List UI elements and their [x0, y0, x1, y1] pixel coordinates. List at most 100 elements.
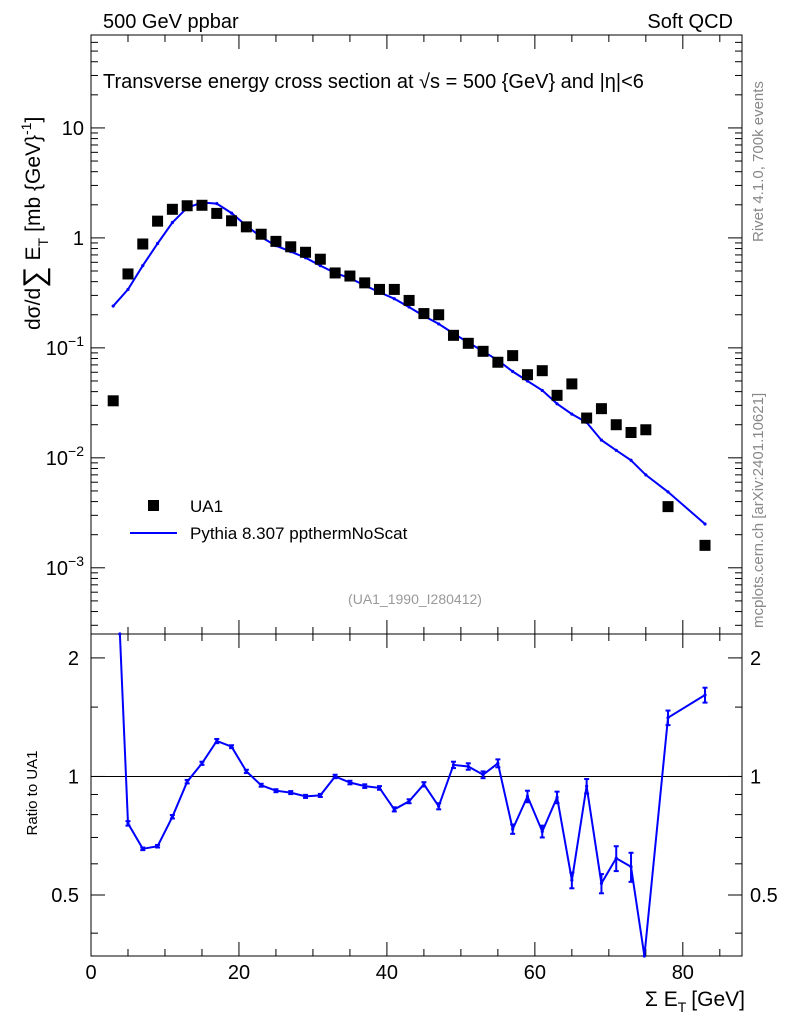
ratio-point	[642, 954, 646, 958]
ua1-data-point	[344, 270, 356, 282]
ratio-point	[525, 794, 530, 798]
ratio-y-tick-label-right: 2	[750, 648, 761, 670]
header-right-label: Soft QCD	[647, 11, 733, 33]
ratio-point	[303, 794, 308, 798]
pythia-point	[392, 297, 396, 301]
ratio-point	[599, 881, 604, 886]
pythia-point	[126, 287, 130, 292]
ratio-point	[185, 780, 189, 784]
ratio-point	[259, 783, 263, 787]
ua1-data-point	[447, 329, 459, 341]
ratio-point	[466, 764, 470, 769]
ua1-data-point	[270, 235, 282, 247]
pythia-point	[540, 388, 544, 393]
ua1-data-point	[166, 203, 178, 215]
ua1-data-point	[640, 424, 652, 436]
ua1-data-point	[300, 246, 312, 258]
ua1-data-point	[403, 294, 415, 306]
ua1-data-point	[610, 419, 622, 431]
rivet-version-label: Rivet 4.1.0, 700k events	[750, 81, 767, 242]
ratio-point	[555, 795, 559, 799]
pythia-point	[614, 448, 618, 452]
ratio-panel: 2 2 1 1 0.5 0.5 0 20 40 60 80 Ratio to UA1 Σ ET [G…	[24, 35, 778, 1015]
pythia-point	[555, 402, 559, 406]
ua1-data-point	[152, 215, 164, 227]
ratio-point	[614, 856, 618, 860]
ratio-point	[141, 847, 145, 851]
ratio-point	[451, 763, 456, 767]
ratio-point	[703, 693, 707, 697]
ua1-data-point	[625, 426, 637, 438]
main-plot-frame	[90, 34, 743, 635]
pythia-point	[407, 305, 411, 309]
legend: UA1 Pythia 8.307 ppthermNoScat	[130, 497, 408, 543]
mcplots-credit-label: mcplots.cern.ch [arXiv:2401.10621]	[750, 393, 767, 628]
ua1-data-point	[477, 345, 489, 357]
ratio-point	[437, 804, 441, 808]
ratio-point	[570, 878, 574, 882]
ua1-data-point	[122, 268, 134, 280]
ratio-point	[289, 790, 293, 795]
pythia-point	[644, 473, 648, 477]
pythia-point	[666, 490, 670, 494]
ratio-point	[215, 739, 219, 743]
ua1-data-point	[462, 337, 474, 349]
ratio-point	[155, 844, 160, 848]
pythia-point	[511, 369, 515, 374]
ua1-data-point	[226, 215, 238, 227]
pythia-point	[570, 412, 574, 416]
x-tick-label: 0	[85, 962, 96, 984]
x-axis-label: Σ ET [GeV]	[645, 988, 745, 1015]
pythia-point	[229, 211, 234, 215]
ratio-y-tick-label: 1	[68, 766, 79, 788]
legend-ua1-marker	[148, 500, 159, 511]
ua1-data-point	[433, 309, 445, 321]
main-y-tick-label: 10−1	[46, 333, 84, 360]
main-y-tick-label: 10−3	[46, 553, 84, 580]
ratio-point	[363, 784, 367, 788]
ua1-data-point	[566, 378, 578, 390]
ua1-data-point	[521, 369, 533, 381]
pythia-point	[703, 522, 707, 526]
ratio-plot-frame	[90, 633, 743, 957]
pythia-point	[141, 263, 145, 268]
ua1-data-point	[196, 199, 208, 211]
ua1-data-point	[329, 267, 341, 279]
main-plot-title: Transverse energy cross section at √s = …	[103, 71, 644, 93]
ratio-point	[318, 793, 322, 798]
ua1-data-point	[314, 253, 326, 265]
ua1-data-point	[374, 283, 386, 295]
ua1-data-point	[536, 365, 548, 377]
ratio-y-tick-label-right: 1	[750, 766, 761, 788]
ratio-series	[118, 632, 708, 958]
ratio-point	[377, 786, 382, 790]
ratio-point	[170, 815, 174, 819]
main-y-ticks: 10 1 10−1 10−2 10−3	[46, 34, 742, 626]
ua1-data-point	[181, 200, 193, 212]
main-y-axis-label: dσ/d∑ET[mb {GeV}-1]	[18, 117, 51, 330]
pythia-point	[111, 304, 115, 308]
legend-pythia-label: Pythia 8.307 ppthermNoScat	[190, 524, 408, 543]
ratio-point	[496, 761, 500, 765]
ratio-point	[666, 716, 670, 720]
ratio-point	[200, 761, 204, 765]
ua1-data-point	[388, 283, 400, 295]
main-y-tick-label: 1	[73, 228, 84, 250]
ua1-data-point	[285, 241, 297, 253]
ratio-point	[126, 821, 130, 825]
x-tick-label: 60	[524, 962, 546, 984]
ua1-data-point	[662, 501, 674, 513]
ratio-point	[118, 632, 122, 636]
ua1-data-point	[551, 389, 563, 401]
ratio-curve	[118, 633, 706, 957]
main-y-tick-label: 10−2	[46, 443, 84, 470]
legend-ua1-label: UA1	[190, 497, 223, 516]
ua1-data-point	[581, 412, 593, 424]
main-y-tick-label: 10	[62, 118, 84, 140]
analysis-id-label: (UA1_1990_I280412)	[348, 591, 482, 607]
ua1-data-point	[492, 356, 504, 368]
ua1-data-point	[255, 228, 267, 240]
ua1-data-point	[699, 539, 711, 551]
ratio-y-tick-label-right: 0.5	[750, 885, 778, 907]
pythia-point	[437, 322, 441, 326]
